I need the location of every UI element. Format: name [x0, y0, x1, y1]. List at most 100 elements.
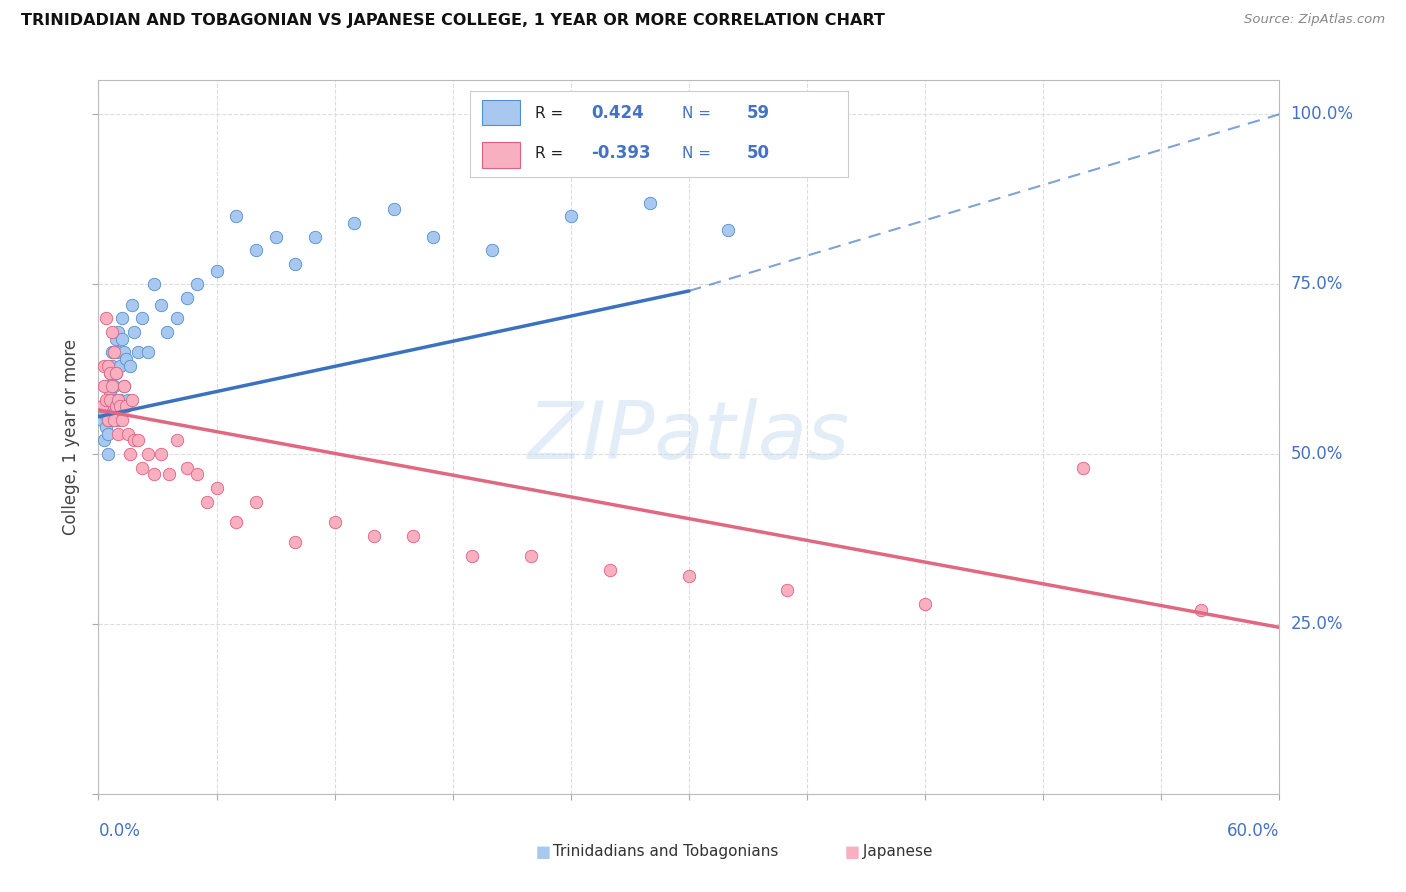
- Point: [118, 447, 141, 461]
- Point: [91, 413, 114, 427]
- Point: [402, 528, 425, 542]
- Text: TRINIDADIAN AND TOBAGONIAN VS JAPANESE COLLEGE, 1 YEAR OR MORE CORRELATION CHART: TRINIDADIAN AND TOBAGONIAN VS JAPANESE C…: [21, 13, 884, 29]
- Point: [97, 359, 120, 373]
- Point: [108, 400, 131, 414]
- Point: [98, 366, 121, 380]
- Point: [717, 223, 740, 237]
- Point: [264, 229, 287, 244]
- Point: [91, 400, 114, 414]
- Point: [97, 426, 120, 441]
- Point: [96, 420, 118, 434]
- Point: [121, 392, 143, 407]
- Point: [1189, 603, 1212, 617]
- Text: ▪: ▪: [534, 840, 551, 863]
- Point: [101, 379, 124, 393]
- Text: Source: ZipAtlas.com: Source: ZipAtlas.com: [1244, 13, 1385, 27]
- Point: [112, 379, 135, 393]
- Point: [131, 311, 153, 326]
- Point: [115, 351, 138, 366]
- Point: [93, 359, 115, 373]
- Text: 100.0%: 100.0%: [1291, 105, 1354, 123]
- Point: [166, 434, 188, 448]
- Point: [103, 392, 125, 407]
- Point: [98, 385, 121, 400]
- Point: [98, 413, 121, 427]
- Point: [96, 311, 118, 326]
- Point: [111, 413, 134, 427]
- Point: [776, 582, 799, 597]
- Point: [103, 379, 125, 393]
- Point: [284, 257, 307, 271]
- Text: 75.0%: 75.0%: [1291, 275, 1343, 293]
- Point: [323, 515, 346, 529]
- Point: [186, 467, 208, 482]
- Point: [103, 413, 125, 427]
- Point: [118, 359, 141, 373]
- Point: [225, 515, 247, 529]
- Point: [599, 563, 621, 577]
- Point: [136, 345, 159, 359]
- Point: [520, 549, 543, 563]
- Point: [284, 535, 307, 549]
- Point: [127, 345, 149, 359]
- Point: [117, 392, 139, 407]
- Point: [101, 325, 124, 339]
- Point: [127, 434, 149, 448]
- Text: 25.0%: 25.0%: [1291, 615, 1343, 633]
- Point: [186, 277, 208, 292]
- Point: [115, 400, 138, 414]
- Point: [422, 229, 444, 244]
- Point: [107, 325, 129, 339]
- Point: [142, 277, 165, 292]
- Point: [107, 426, 129, 441]
- Point: [150, 447, 173, 461]
- Point: [97, 447, 120, 461]
- Point: [96, 392, 118, 407]
- Point: [96, 379, 118, 393]
- Point: [142, 467, 165, 482]
- Point: [105, 332, 128, 346]
- Point: [112, 345, 135, 359]
- Point: [93, 379, 115, 393]
- Point: [108, 392, 131, 407]
- Point: [103, 406, 125, 420]
- Point: [363, 528, 385, 542]
- Point: [103, 345, 125, 359]
- Text: ZIPatlas: ZIPatlas: [527, 398, 851, 476]
- Point: [131, 460, 153, 475]
- Point: [304, 229, 326, 244]
- Point: [105, 366, 128, 380]
- Point: [101, 379, 124, 393]
- Point: [111, 311, 134, 326]
- Point: [678, 569, 700, 583]
- Point: [105, 366, 128, 380]
- Point: [560, 209, 582, 223]
- Point: [150, 297, 173, 311]
- Point: [122, 325, 145, 339]
- Point: [93, 406, 115, 420]
- Point: [176, 291, 198, 305]
- Text: 0.0%: 0.0%: [98, 822, 141, 839]
- Point: [108, 359, 131, 373]
- Point: [97, 392, 120, 407]
- Point: [105, 400, 128, 414]
- Text: Japanese: Japanese: [858, 845, 932, 859]
- Point: [98, 392, 121, 407]
- Point: [122, 434, 145, 448]
- Point: [176, 460, 198, 475]
- Point: [121, 297, 143, 311]
- Point: [382, 202, 405, 217]
- Point: [112, 379, 135, 393]
- Point: [103, 345, 125, 359]
- Point: [461, 549, 484, 563]
- Point: [107, 345, 129, 359]
- Point: [195, 494, 218, 508]
- Point: [156, 325, 179, 339]
- Point: [101, 345, 124, 359]
- Text: 60.0%: 60.0%: [1227, 822, 1279, 839]
- Point: [205, 481, 228, 495]
- Point: [96, 400, 118, 414]
- Point: [136, 447, 159, 461]
- Point: [245, 243, 267, 257]
- Point: [107, 413, 129, 427]
